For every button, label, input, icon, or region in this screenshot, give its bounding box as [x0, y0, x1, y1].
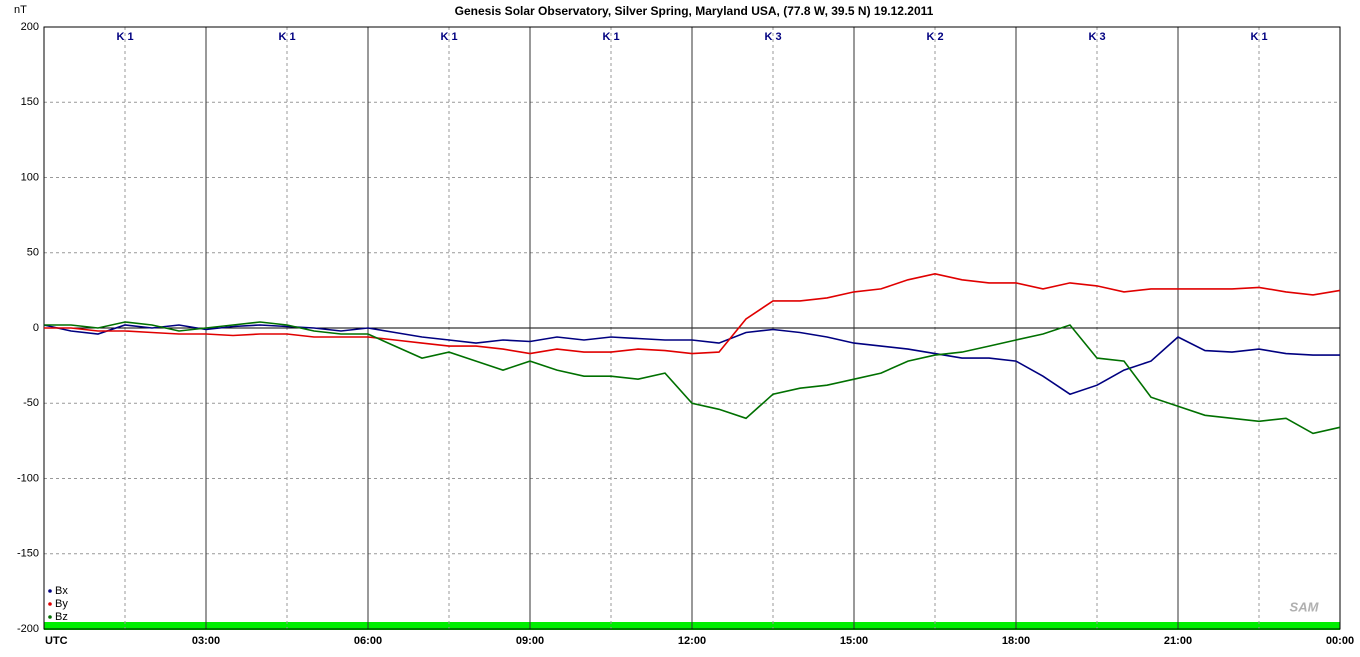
legend-marker [48, 589, 52, 593]
series-line [44, 272, 1341, 355]
y-tick-label: 50 [27, 247, 39, 259]
x-tick-label: 15:00 [840, 635, 868, 647]
k-index-label: K 2 [926, 31, 943, 43]
x-tick-label: 00:00 [1326, 635, 1354, 647]
chart-title: Genesis Solar Observatory, Silver Spring… [455, 4, 934, 18]
y-tick-label: 150 [21, 96, 39, 108]
k-index-label: K 1 [602, 31, 619, 43]
k-index-label: K 1 [116, 31, 133, 43]
k-index-label: K 1 [1250, 31, 1267, 43]
k-index-label: K 1 [440, 31, 457, 43]
legend-label: By [55, 598, 68, 610]
k-index-label: K 3 [1088, 31, 1105, 43]
y-tick-label: -200 [17, 623, 39, 635]
k-index-label: K 3 [764, 31, 781, 43]
x-tick-label: 09:00 [516, 635, 544, 647]
logo: SAM [1290, 599, 1320, 614]
legend-marker [48, 615, 52, 619]
x-tick-label: 18:00 [1002, 635, 1030, 647]
y-tick-label: 100 [21, 171, 39, 183]
k-index-label: K 1 [278, 31, 295, 43]
series-line [43, 324, 1340, 396]
x-tick-label: 06:00 [354, 635, 382, 647]
y-axis-label: nT [14, 4, 27, 16]
legend-label: Bx [55, 585, 68, 597]
y-tick-label: -100 [17, 472, 39, 484]
legend-marker [48, 602, 52, 606]
legend-label: Bz [55, 611, 68, 623]
x-tick-label: 03:00 [192, 635, 220, 647]
y-tick-label: -150 [17, 548, 39, 560]
y-tick-label: -50 [23, 397, 39, 409]
x-tick-label: 21:00 [1164, 635, 1192, 647]
x-tick-label: UTC [45, 635, 68, 647]
series-line [44, 321, 1341, 435]
y-tick-label: 200 [21, 21, 39, 33]
y-tick-label: 0 [33, 322, 39, 334]
x-tick-label: 12:00 [678, 635, 706, 647]
